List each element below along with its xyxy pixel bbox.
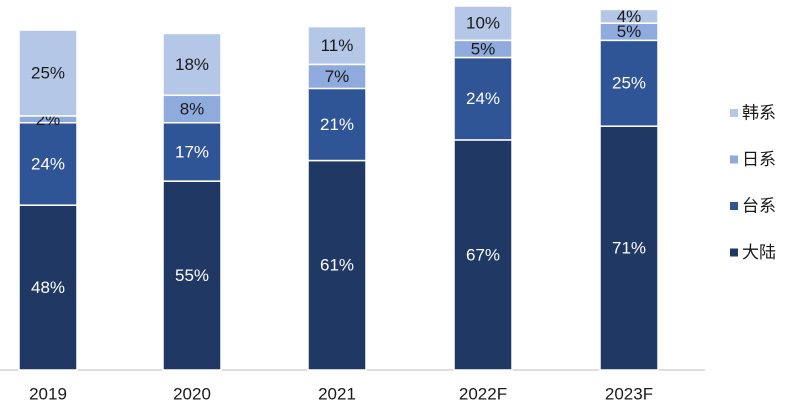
data-label: 5% [471, 39, 496, 58]
legend-swatch [730, 248, 738, 257]
bar-segment [599, 8, 659, 24]
x-tick-label: 2020 [173, 384, 211, 403]
data-label: 55% [175, 266, 209, 285]
data-label: 7% [325, 67, 350, 86]
bar-segment [307, 87, 367, 162]
data-label: 5% [617, 22, 642, 41]
legend-label: 日系 [742, 150, 776, 169]
x-tick-label: 2022F [459, 384, 507, 403]
x-tick-label: 2021 [318, 384, 356, 403]
data-label: 25% [31, 63, 65, 82]
bar-segment [599, 39, 659, 127]
bar-segment [599, 125, 659, 371]
bar-segment [18, 29, 78, 117]
data-label: 21% [320, 115, 354, 134]
data-label: 11% [321, 36, 354, 55]
legend-swatch [730, 155, 738, 164]
legend-swatch [730, 202, 738, 210]
bar-segment [453, 5, 513, 42]
data-label: 67% [466, 245, 500, 264]
bar-segment [162, 32, 222, 97]
data-label: 10% [466, 14, 500, 33]
data-label: 4% [617, 7, 642, 26]
bar-segment [307, 159, 367, 371]
data-label: 61% [320, 256, 354, 275]
legend-label: 大陆 [742, 243, 776, 262]
x-tick-label: 2023F [605, 384, 653, 403]
x-tick-label: 2019 [29, 384, 67, 403]
data-label: 24% [466, 89, 500, 108]
data-label: 48% [31, 278, 65, 297]
bar-segment [18, 204, 78, 371]
data-label: 24% [31, 154, 65, 173]
bar-segment [307, 63, 367, 90]
bar-segment [162, 94, 222, 124]
legend-swatch [730, 109, 738, 117]
legend-label: 台系 [742, 196, 776, 215]
bar-segment [307, 25, 367, 66]
data-label: 71% [612, 239, 646, 258]
bar-segment [453, 139, 513, 371]
data-label: 25% [612, 74, 646, 93]
bar-segment [162, 122, 222, 182]
data-label: 18% [175, 55, 209, 74]
legend-label: 韩系 [742, 103, 776, 122]
data-label: 17% [175, 142, 209, 161]
bar-segment [162, 180, 222, 371]
data-label: 8% [180, 100, 205, 119]
bar-segment [18, 122, 78, 206]
